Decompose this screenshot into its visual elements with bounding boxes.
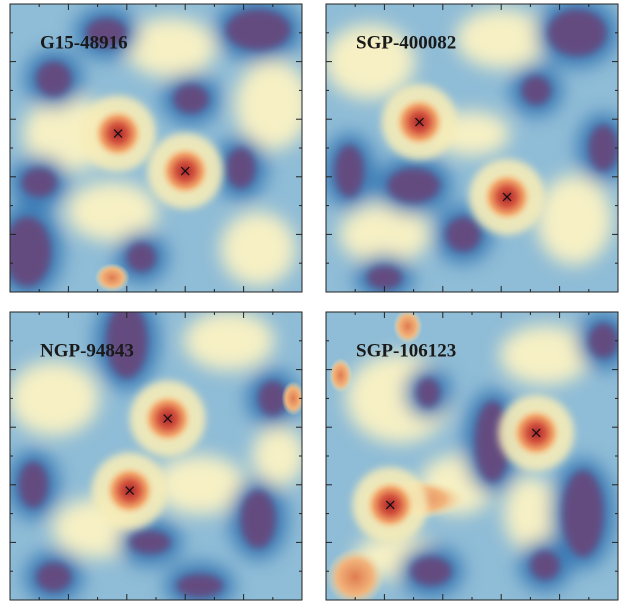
cross (180, 166, 190, 176)
purple-region (562, 470, 604, 557)
cross (531, 428, 541, 438)
cream-region (338, 204, 430, 265)
cream-region (220, 211, 297, 287)
cream-region (154, 454, 246, 515)
purple-region (106, 312, 148, 379)
purple-region (445, 217, 481, 252)
map-panel (326, 4, 618, 292)
purple-region (126, 243, 156, 272)
warm-region (326, 548, 385, 600)
purple-region (21, 168, 57, 197)
purple-region (18, 461, 48, 508)
cream-region (66, 181, 158, 242)
purple-region (410, 556, 452, 586)
cream-region (499, 325, 591, 386)
purple-region (226, 9, 291, 51)
purple-region (173, 84, 209, 114)
panel-label: SGP-106123 (356, 340, 456, 361)
purple-region (36, 61, 72, 97)
purple-region (36, 562, 72, 592)
purple-region (258, 381, 288, 416)
cross (163, 414, 173, 423)
cross (385, 500, 395, 510)
purple-region (240, 490, 276, 549)
purple-region (416, 378, 440, 408)
purple-region (588, 124, 618, 172)
panel-label: SGP-400082 (356, 32, 456, 53)
cross (113, 129, 123, 139)
purple-region (366, 266, 402, 290)
purple-region (530, 551, 560, 580)
map-lows (334, 9, 618, 290)
purple-region (129, 530, 171, 554)
panel-label: G15-48916 (40, 32, 128, 53)
purple-region (176, 574, 224, 598)
cross (125, 486, 135, 495)
warm-region (393, 312, 423, 344)
map-panel (10, 312, 302, 600)
cream-region (10, 360, 100, 436)
purple-region (334, 145, 364, 197)
map-lows (18, 312, 288, 598)
purple-region (387, 168, 440, 203)
purple-region (521, 76, 551, 105)
cream-region (183, 312, 275, 371)
cross (502, 192, 512, 202)
warm-region (94, 263, 130, 292)
cream-region (455, 8, 547, 69)
purple-region (588, 323, 618, 359)
cream-region (125, 17, 217, 78)
cross (415, 117, 424, 127)
cream-region (503, 476, 557, 552)
panel-label: NGP-94843 (40, 340, 134, 361)
map-panel (10, 4, 302, 292)
purple-region (226, 148, 256, 189)
warm-region (281, 381, 302, 416)
purple-region (10, 217, 51, 287)
cream-region (234, 59, 302, 150)
map-field (326, 4, 618, 292)
purple-region (85, 18, 127, 48)
cream-region (252, 426, 302, 486)
purple-region (547, 9, 607, 56)
cream-region (536, 175, 613, 265)
warm-region (328, 358, 353, 393)
cream-region (326, 24, 416, 100)
map-field (10, 4, 302, 292)
map-lows (10, 9, 291, 287)
